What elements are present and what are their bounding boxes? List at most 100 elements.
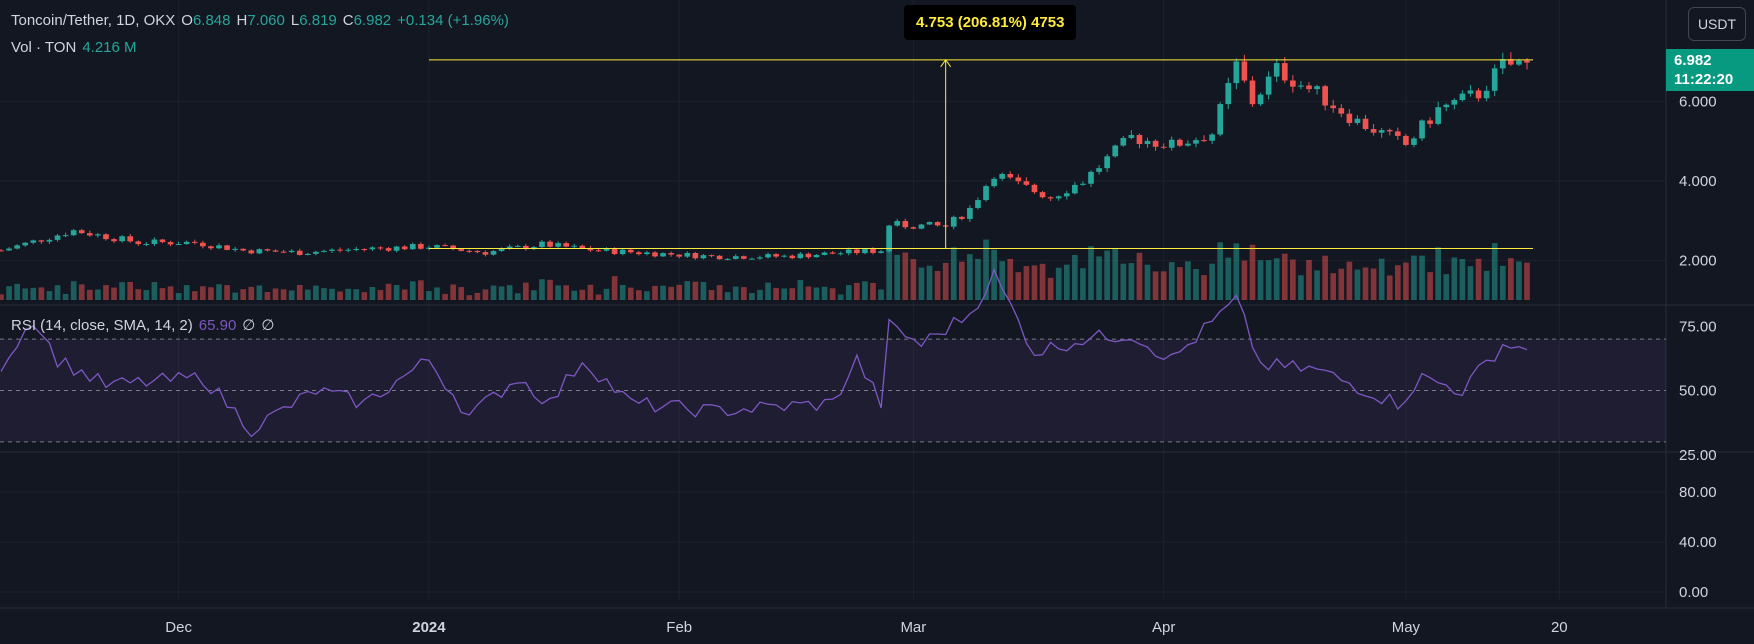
candle <box>62 235 69 237</box>
candle <box>797 253 804 259</box>
volume-label[interactable]: Vol · TON <box>11 39 77 56</box>
volume-bar <box>1201 275 1207 300</box>
candle <box>1144 140 1151 145</box>
volume-bar <box>1411 255 1417 300</box>
candle <box>595 250 602 252</box>
volume-bar <box>191 291 198 300</box>
volume-bar <box>426 291 432 300</box>
volume-bar <box>1265 260 1272 300</box>
time-tick-label: 20 <box>1551 619 1568 636</box>
volume-bar <box>773 287 779 300</box>
candle <box>587 247 594 251</box>
volume-bar <box>434 287 440 300</box>
volume-bar <box>78 284 85 300</box>
volume-bar <box>361 292 368 300</box>
volume-bar <box>1007 258 1014 300</box>
candle <box>886 225 892 252</box>
candle <box>1265 76 1272 95</box>
volume-bar <box>918 267 925 300</box>
time-tick-label: Dec <box>165 619 192 636</box>
volume-bar <box>934 270 941 300</box>
candle <box>967 207 973 219</box>
candle <box>821 252 828 255</box>
currency-button[interactable]: USDT <box>1688 7 1746 41</box>
volume-bar <box>660 285 666 300</box>
volume-bar <box>329 288 335 300</box>
volume-bar <box>1096 256 1102 300</box>
volume-bar <box>304 289 311 300</box>
candle <box>1411 138 1417 145</box>
close-value: 6.982 <box>353 12 392 29</box>
candle <box>151 239 158 245</box>
candle <box>1225 83 1232 105</box>
candle <box>619 249 626 255</box>
candle <box>442 245 448 247</box>
candle <box>313 251 319 254</box>
candle <box>1031 184 1038 193</box>
volume-bar <box>1152 271 1159 300</box>
candle <box>345 249 352 251</box>
volume-bar <box>6 286 12 300</box>
volume-bar <box>1338 268 1345 300</box>
candle <box>95 234 101 236</box>
volume-bar <box>103 285 109 300</box>
volume-bar <box>1136 252 1143 300</box>
candle <box>490 251 497 255</box>
volume-bar <box>14 283 20 300</box>
volume-bar <box>587 284 594 300</box>
candle <box>304 253 311 255</box>
volume-bar <box>805 286 812 300</box>
volume-bar <box>724 292 731 300</box>
candle <box>1451 99 1458 105</box>
volume-bar <box>708 290 715 300</box>
volume-bar <box>1225 257 1232 300</box>
symbol-name[interactable]: Toncoin/Tether, 1D, OKX <box>11 12 176 29</box>
candle <box>660 253 666 257</box>
candle <box>401 246 408 250</box>
volume-bar <box>983 239 989 300</box>
candle <box>1314 86 1320 90</box>
candle <box>1403 135 1409 145</box>
candle <box>111 239 117 242</box>
lower-tick-label: 80.00 <box>1679 484 1717 501</box>
candle <box>1096 168 1102 172</box>
volume-bar <box>1080 268 1086 300</box>
volume-bar <box>611 276 618 300</box>
volume-bar <box>1168 262 1175 300</box>
volume-bar <box>296 285 303 300</box>
measure-label[interactable]: 4.753 (206.81%) 4753 <box>904 5 1077 40</box>
volume-bar <box>1281 253 1288 300</box>
candle <box>6 248 12 251</box>
rsi-line <box>0 268 1528 438</box>
candle <box>1152 140 1159 147</box>
volume-bar <box>975 258 981 300</box>
bar-countdown: 11:22:20 <box>1674 71 1734 88</box>
volume-bar <box>1233 243 1240 300</box>
volume-bar <box>555 285 561 300</box>
rsi-label[interactable]: RSI (14, close, SMA, 14, 2) <box>11 317 193 334</box>
volume-bar <box>0 294 4 300</box>
volume-bar <box>1467 266 1474 300</box>
volume-bar <box>870 282 876 300</box>
candle <box>466 250 473 252</box>
candle <box>337 249 343 251</box>
volume-bar <box>38 287 45 300</box>
candle <box>1136 134 1143 145</box>
candle <box>1047 197 1054 199</box>
volume-bar <box>1330 273 1337 300</box>
candle <box>644 252 650 255</box>
volume-bar <box>1443 274 1450 300</box>
volume-bar <box>854 282 860 300</box>
volume-legend: Vol · TON 4.216 M <box>11 39 143 56</box>
candle <box>878 251 884 253</box>
candle <box>555 243 561 247</box>
candle <box>1491 68 1498 91</box>
candle <box>829 252 836 254</box>
candle <box>934 222 941 226</box>
rsi-tick-label: 25.00 <box>1679 447 1717 464</box>
candle <box>46 239 53 242</box>
volume-bar <box>539 279 545 300</box>
rsi-tick-label: 50.00 <box>1679 383 1717 400</box>
candle <box>1346 113 1353 123</box>
